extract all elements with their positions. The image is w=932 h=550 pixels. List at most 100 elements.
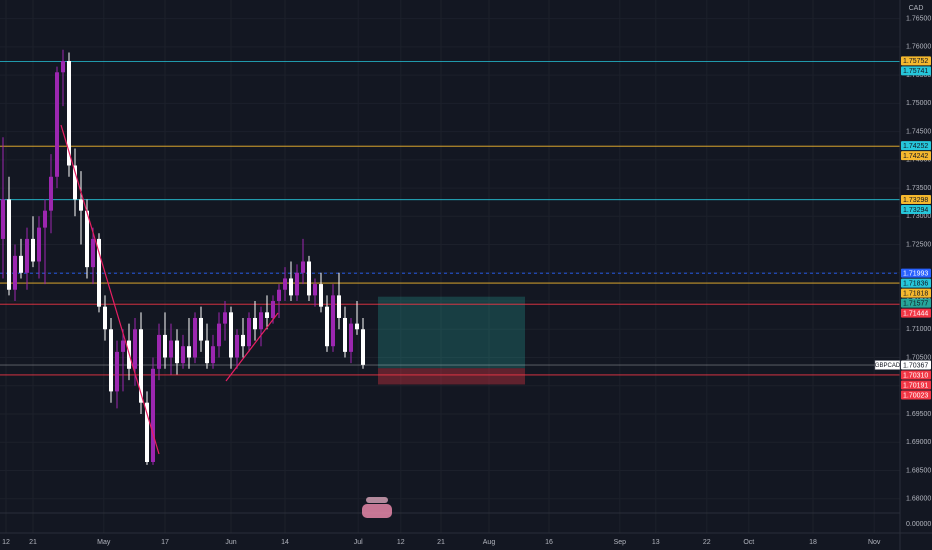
candle-body [37, 227, 41, 262]
price-tag [901, 390, 931, 400]
trend-line [60, 124, 160, 455]
candle-body [235, 334, 239, 358]
symbol-label: GBPCAD [875, 363, 901, 369]
price-tag-label: 1.75752 [903, 58, 928, 65]
candle-body [331, 295, 335, 347]
y-tick-label: 1.74000 [906, 157, 931, 164]
pane-tick-label: 0.00000 [906, 521, 931, 528]
y-tick-label: 1.76500 [906, 15, 931, 22]
candle-body [217, 323, 221, 347]
candle-body [247, 317, 251, 347]
x-tick-label: 18 [809, 539, 817, 546]
price-tag [901, 370, 931, 380]
grid [0, 0, 900, 533]
price-tag-label: 1.74252 [903, 143, 928, 150]
candle-body [349, 323, 353, 352]
candle-body [187, 346, 191, 358]
y-tick-label: 1.75000 [906, 100, 931, 107]
candle-body [133, 329, 137, 369]
candle-body [1, 199, 5, 239]
candle-body [151, 368, 155, 462]
candle-body [109, 329, 113, 392]
price-tag [901, 141, 931, 151]
x-tick-label: Jul [354, 539, 363, 546]
candle-body [91, 238, 95, 268]
x-tick-label: 12 [397, 539, 405, 546]
x-tick-label: Jun [225, 539, 236, 546]
candle-body [319, 284, 323, 307]
candle-body [277, 289, 281, 302]
candle-body [307, 261, 311, 296]
price-tag [901, 151, 931, 161]
candle-body [199, 317, 203, 341]
price-tag [901, 66, 931, 76]
y-tick-label: 1.73500 [906, 185, 931, 192]
y-tick-label: 1.75500 [906, 72, 931, 79]
y-tick-label: 1.74500 [906, 128, 931, 135]
candle-body [295, 272, 299, 296]
y-tick-label: 1.70500 [906, 354, 931, 361]
y-tick-label: 1.76000 [906, 44, 931, 51]
y-tick-label: 1.69000 [906, 439, 931, 446]
price-tag-label: 1.71577 [903, 301, 928, 308]
candle-body [73, 165, 77, 200]
position-loss [378, 368, 525, 385]
x-tick-label: Nov [868, 539, 881, 546]
candle-body [343, 317, 347, 352]
candle-body [325, 306, 329, 347]
price-tag-label: 1.70310 [903, 372, 928, 379]
price-tag [901, 204, 931, 214]
candle-body [115, 351, 119, 392]
candle-body [283, 278, 287, 290]
candle-body [223, 312, 227, 324]
candle-body [145, 402, 149, 462]
logo-badge [362, 504, 392, 518]
price-tag-label: 1.73294 [903, 207, 928, 214]
candle-body [61, 60, 65, 73]
logo-badge [366, 497, 388, 503]
price-tag-label: 1.70367 [903, 362, 928, 369]
y-tick-label: 1.73000 [906, 213, 931, 220]
candle-body [211, 346, 215, 364]
x-tick-label: 16 [545, 539, 553, 546]
candle-body [19, 255, 23, 273]
candle-body [289, 278, 293, 296]
price-tag-label: 1.71836 [903, 281, 928, 288]
logo [362, 497, 392, 518]
candle-body [265, 312, 269, 318]
price-tag [901, 360, 931, 370]
candle-body [13, 255, 17, 290]
candle-body [55, 72, 59, 177]
price-tag [901, 380, 931, 390]
x-tick-label: 21 [437, 539, 445, 546]
candle-body [49, 176, 53, 211]
x-tick-label: 21 [29, 539, 37, 546]
x-tick-label: Aug [483, 539, 496, 546]
candle-body [103, 306, 107, 330]
candle-body [205, 340, 209, 364]
plot [0, 49, 900, 465]
candle-body [157, 334, 161, 369]
symbol-tag [874, 360, 901, 370]
price-tag [901, 268, 931, 278]
price-tag-label: 1.70023 [903, 392, 928, 399]
candle-body [97, 238, 101, 307]
price-tag-label: 1.73298 [903, 197, 928, 204]
price-tag [901, 56, 931, 66]
price-tag [901, 288, 931, 298]
candle-body [43, 210, 47, 228]
currency-label: CAD [909, 5, 924, 12]
candle-body [361, 329, 365, 365]
candle-body [121, 340, 125, 352]
candle-body [181, 346, 185, 364]
candle-body [31, 238, 35, 262]
price-tag-label: 1.71444 [903, 311, 928, 318]
x-tick-label: May [97, 539, 111, 546]
candle-body [169, 340, 173, 358]
x-tick-label: 12 [2, 539, 10, 546]
price-tag-label: 1.71818 [903, 291, 928, 298]
y-tick-label: 1.71000 [906, 326, 931, 333]
price-tag [901, 298, 931, 308]
